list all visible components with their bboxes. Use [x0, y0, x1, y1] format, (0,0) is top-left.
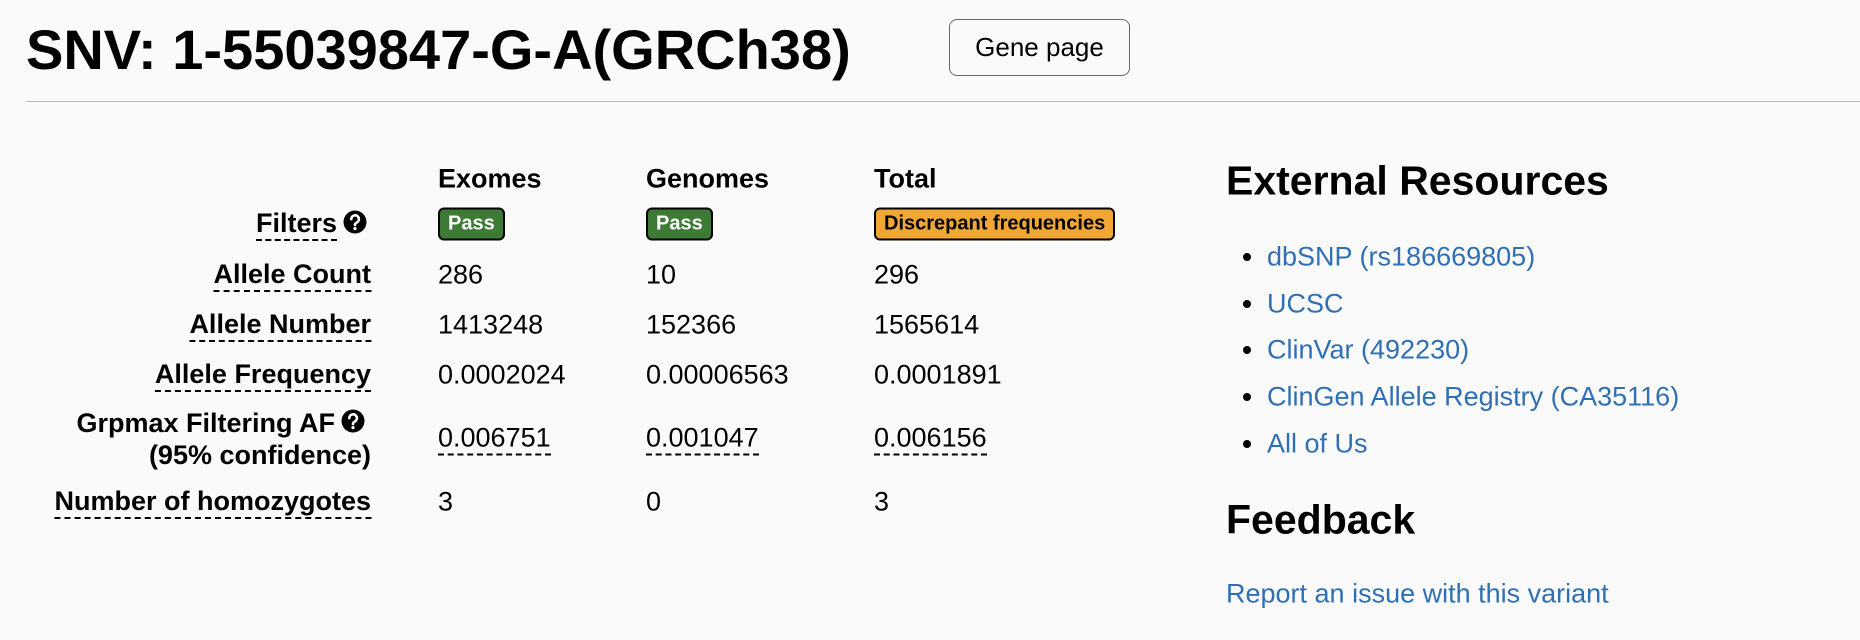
feedback-link[interactable]: Report an issue with this variant	[1226, 578, 1609, 609]
column-header: Genomes	[646, 163, 770, 194]
cell-value: 152366	[646, 309, 737, 340]
filter-badge: Discrepant frequencies	[874, 207, 1116, 241]
cell-value: 0.006156	[874, 423, 987, 456]
column-header: Exomes	[438, 163, 542, 194]
cell-value: 10	[646, 259, 677, 290]
filter-badge: Pass	[646, 207, 713, 241]
cell-value: 1413248	[438, 309, 544, 340]
cell-value: 3	[438, 486, 454, 517]
external-link[interactable]: ClinVar (492230)	[1267, 334, 1470, 365]
bullet	[1243, 393, 1251, 401]
cell-value: 286	[438, 259, 484, 290]
cell-value: 3	[874, 486, 890, 517]
cell-value: 296	[874, 259, 920, 290]
row-label: Number of homozygotes	[54, 485, 371, 519]
filter-badge: Pass	[438, 207, 505, 241]
cell-value: 0.00006563	[646, 359, 789, 390]
help-icon[interactable]	[343, 210, 367, 239]
bullet	[1243, 346, 1251, 354]
cell-value: 1565614	[874, 309, 980, 340]
bullet	[1243, 253, 1251, 261]
row-label: Allele Number	[189, 308, 371, 342]
external-link[interactable]: dbSNP (rs186669805)	[1267, 241, 1536, 272]
section-heading: External Resources	[1226, 157, 1609, 204]
cell-value: 0	[646, 486, 662, 517]
row-label: Allele Frequency	[154, 358, 371, 392]
external-link[interactable]: UCSC	[1267, 288, 1344, 319]
bullet	[1243, 300, 1251, 308]
row-label: Filters	[255, 207, 337, 241]
row-label: Grpmax Filtering AF	[76, 408, 335, 438]
cell-value: 0.0001891	[874, 359, 1002, 390]
section-heading: Feedback	[1226, 496, 1416, 543]
help-icon[interactable]	[341, 409, 365, 438]
page-title: SNV: 1-55039847-G-A(GRCh38)	[26, 18, 851, 81]
cell-value: 0.006751	[438, 423, 551, 456]
cell-value: 0.001047	[646, 423, 759, 456]
divider	[26, 101, 1860, 102]
row-sublabel: (95% confidence)	[148, 440, 371, 470]
cell-value: 0.0002024	[438, 359, 566, 390]
bullet	[1243, 440, 1251, 448]
gene-page-button[interactable]: Gene page	[949, 19, 1130, 76]
column-header: Total	[874, 163, 937, 194]
external-link[interactable]: ClinGen Allele Registry (CA35116)	[1267, 381, 1680, 412]
row-label: Allele Count	[213, 258, 371, 292]
external-link[interactable]: All of Us	[1267, 428, 1368, 459]
